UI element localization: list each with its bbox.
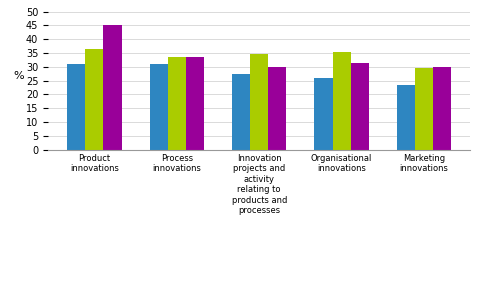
Bar	[85, 49, 104, 150]
Bar	[250, 54, 268, 150]
Bar	[67, 64, 85, 150]
Bar	[415, 68, 433, 150]
Y-axis label: %: %	[13, 71, 24, 81]
Bar	[150, 64, 168, 150]
Bar	[433, 67, 451, 150]
Bar	[268, 67, 287, 150]
Bar	[314, 78, 333, 150]
Bar	[168, 57, 186, 150]
Bar	[232, 74, 250, 150]
Bar	[351, 63, 369, 150]
Bar	[104, 25, 121, 150]
Bar	[333, 52, 351, 150]
Bar	[186, 57, 204, 150]
Bar	[397, 85, 415, 150]
